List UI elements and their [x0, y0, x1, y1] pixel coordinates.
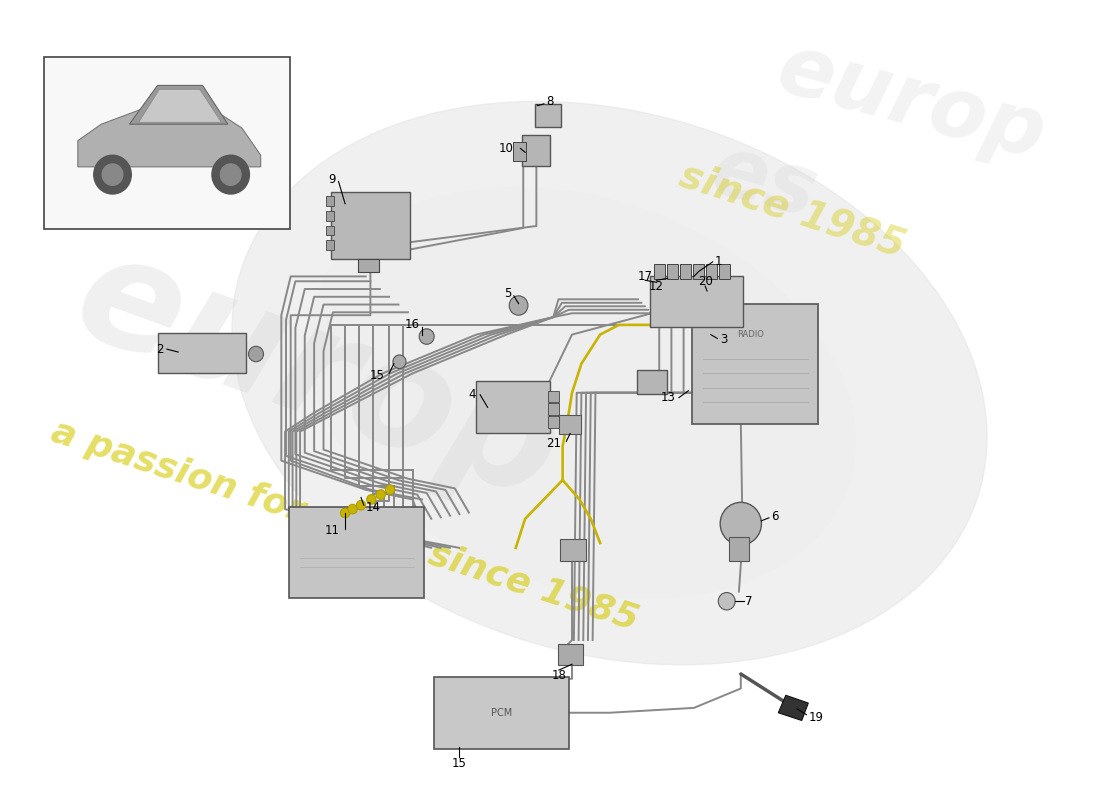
FancyBboxPatch shape [548, 403, 559, 415]
FancyBboxPatch shape [157, 333, 245, 374]
Circle shape [212, 155, 250, 194]
Circle shape [220, 164, 241, 186]
Text: 2: 2 [156, 342, 164, 356]
FancyBboxPatch shape [692, 303, 817, 424]
FancyBboxPatch shape [650, 277, 743, 327]
FancyBboxPatch shape [706, 264, 717, 279]
FancyBboxPatch shape [514, 142, 526, 161]
Circle shape [720, 502, 761, 545]
Text: 18: 18 [551, 670, 566, 682]
Polygon shape [139, 90, 221, 122]
Text: 20: 20 [697, 274, 713, 288]
Text: 9: 9 [328, 173, 336, 186]
Text: 6: 6 [771, 510, 779, 523]
Text: PCM: PCM [491, 708, 513, 718]
Text: 12: 12 [649, 280, 664, 293]
FancyBboxPatch shape [326, 226, 334, 235]
Text: 17: 17 [638, 270, 652, 283]
Text: 15: 15 [452, 757, 466, 770]
Text: a passion for parts since 1985: a passion for parts since 1985 [47, 415, 642, 638]
Text: 8: 8 [546, 95, 553, 108]
Text: europ: europ [769, 28, 1055, 177]
Text: 1: 1 [715, 255, 722, 268]
Circle shape [102, 164, 123, 186]
Polygon shape [779, 695, 808, 721]
Circle shape [94, 155, 131, 194]
FancyBboxPatch shape [476, 381, 550, 434]
Text: since 1985: since 1985 [675, 156, 911, 265]
Text: 5: 5 [505, 287, 512, 300]
Text: RADIO: RADIO [737, 330, 763, 339]
FancyBboxPatch shape [728, 538, 749, 561]
FancyBboxPatch shape [326, 211, 334, 221]
Circle shape [419, 329, 435, 344]
Polygon shape [78, 106, 261, 167]
FancyBboxPatch shape [719, 264, 730, 279]
Circle shape [366, 494, 376, 504]
FancyBboxPatch shape [434, 677, 569, 749]
Text: 14: 14 [365, 501, 381, 514]
Text: 11: 11 [324, 524, 340, 537]
FancyBboxPatch shape [289, 507, 424, 598]
Text: 19: 19 [808, 711, 823, 724]
FancyBboxPatch shape [358, 259, 379, 272]
Circle shape [385, 485, 395, 494]
Text: 3: 3 [720, 333, 727, 346]
Ellipse shape [232, 102, 987, 665]
FancyBboxPatch shape [522, 135, 550, 166]
Ellipse shape [308, 188, 855, 598]
Circle shape [340, 508, 350, 518]
FancyBboxPatch shape [560, 539, 586, 561]
FancyBboxPatch shape [558, 644, 583, 666]
Circle shape [348, 504, 358, 514]
Text: 21: 21 [546, 437, 561, 450]
Circle shape [376, 490, 385, 499]
FancyBboxPatch shape [326, 197, 334, 206]
FancyBboxPatch shape [331, 192, 410, 259]
FancyBboxPatch shape [44, 58, 289, 229]
FancyBboxPatch shape [693, 264, 704, 279]
FancyBboxPatch shape [653, 264, 664, 279]
FancyBboxPatch shape [326, 240, 334, 250]
Text: 15: 15 [370, 369, 385, 382]
FancyBboxPatch shape [667, 264, 678, 279]
Text: 16: 16 [405, 318, 420, 331]
Polygon shape [130, 86, 228, 124]
FancyBboxPatch shape [680, 264, 691, 279]
Text: 4: 4 [469, 388, 476, 402]
Circle shape [509, 296, 528, 315]
Text: 13: 13 [660, 391, 675, 404]
FancyBboxPatch shape [637, 370, 667, 394]
FancyBboxPatch shape [548, 416, 559, 428]
Text: 7: 7 [746, 594, 754, 608]
Text: 10: 10 [499, 142, 514, 155]
Circle shape [249, 346, 264, 362]
Circle shape [393, 355, 406, 369]
Circle shape [356, 500, 365, 510]
Text: es: es [703, 130, 827, 235]
FancyBboxPatch shape [548, 391, 559, 402]
Circle shape [718, 593, 735, 610]
Text: europ: europ [56, 220, 579, 531]
FancyBboxPatch shape [536, 104, 561, 127]
FancyBboxPatch shape [559, 415, 582, 434]
